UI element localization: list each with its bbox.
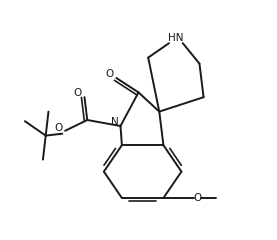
Text: O: O bbox=[193, 192, 201, 203]
Text: O: O bbox=[105, 69, 114, 79]
Text: O: O bbox=[54, 123, 62, 133]
Text: N: N bbox=[111, 117, 119, 127]
Text: HN: HN bbox=[168, 33, 184, 43]
Text: O: O bbox=[73, 88, 82, 98]
